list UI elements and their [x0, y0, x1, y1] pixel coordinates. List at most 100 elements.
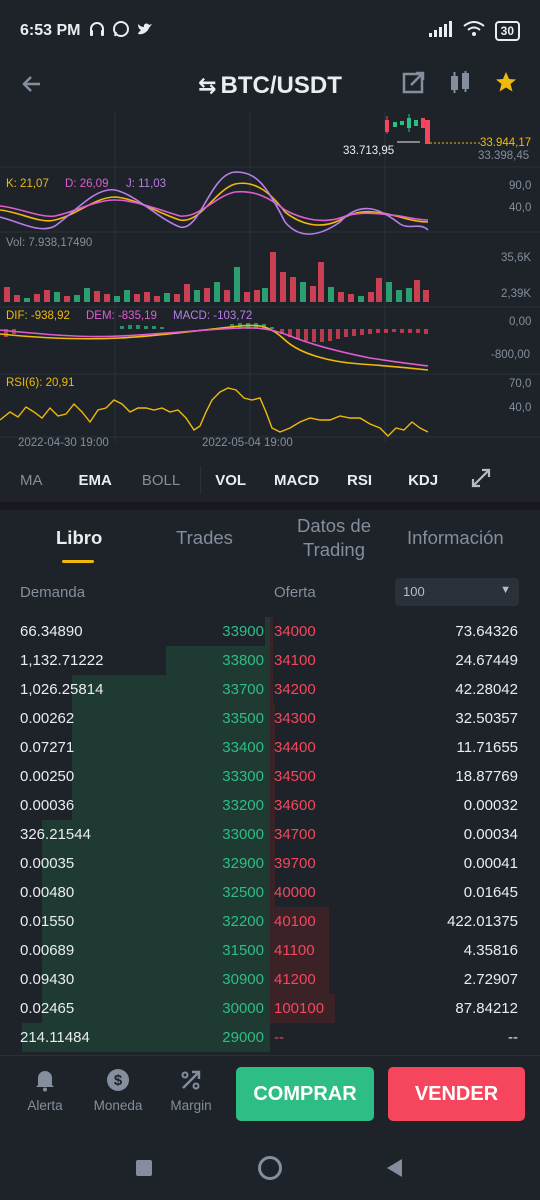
ask-quantity: -- [508, 1029, 518, 1046]
bid-quantity: 0.00689 [20, 942, 75, 959]
bell-icon [10, 1068, 80, 1094]
indicator-vol[interactable]: VOL [215, 471, 247, 489]
bid-depth-bar [42, 965, 270, 994]
header: ⇆ BTC/USDT [0, 62, 540, 112]
bid-depth-bar [72, 675, 270, 704]
orderbook-row[interactable]: 0.02465 30000 100100 87.84212 [0, 994, 540, 1023]
orderbook-row[interactable]: 214.11484 29000 -- -- [0, 1023, 540, 1052]
bid-depth-bar [42, 849, 270, 878]
bid-price[interactable]: 33800 [222, 652, 264, 669]
orderbook-row[interactable]: 326.21544 33000 34700 0.00034 [0, 820, 540, 849]
nav-margin[interactable]: Margin [156, 1068, 226, 1113]
ask-price[interactable]: 41100 [274, 942, 315, 959]
ask-quantity: 32.50357 [455, 710, 518, 727]
bid-depth-bar [72, 791, 270, 820]
indicator-macd[interactable]: MACD [274, 471, 320, 489]
bid-price[interactable]: 33300 [222, 768, 264, 785]
bid-price[interactable]: 32900 [222, 855, 264, 872]
share-icon[interactable] [402, 70, 426, 101]
dollar-coin-icon: $ [83, 1068, 153, 1094]
chart-area[interactable]: 33.944,17 33.713,95 33.398,45 K: 21,07 D… [0, 112, 540, 457]
bid-price[interactable]: 29000 [222, 1029, 264, 1046]
recents-square-icon[interactable] [135, 1159, 153, 1182]
sell-button[interactable]: VENDER [388, 1067, 525, 1121]
bid-price[interactable]: 31500 [222, 942, 264, 959]
svg-text:$: $ [114, 1072, 123, 1089]
back-triangle-icon[interactable] [385, 1158, 403, 1183]
battery-indicator: 30 [494, 21, 520, 41]
bid-depth-bar [72, 762, 270, 791]
whatsapp-icon [112, 20, 130, 43]
ask-quantity: 42.28042 [455, 681, 518, 698]
tab-trades[interactable]: Trades [176, 527, 233, 548]
home-circle-icon[interactable] [257, 1155, 283, 1186]
orderbook-row[interactable]: 0.09430 30900 41200 2.72907 [0, 965, 540, 994]
nav-moneda[interactable]: $ Moneda [83, 1068, 153, 1113]
ask-price[interactable]: 100100 [274, 1000, 325, 1017]
chart-mode-icon[interactable] [448, 70, 472, 101]
ask-price[interactable]: 34600 [274, 797, 316, 814]
macd-axis-top: 0,00 [509, 316, 532, 328]
orderbook-row[interactable]: 66.34890 33900 34000 73.64326 [0, 617, 540, 646]
indicator-rsi[interactable]: RSI [347, 471, 373, 489]
ask-depth-bar [270, 878, 275, 907]
ask-price[interactable]: 34300 [274, 710, 316, 727]
indicator-ma[interactable]: MA [20, 471, 43, 489]
orderbook-row[interactable]: 0.00262 33500 34300 32.50357 [0, 704, 540, 733]
bid-price[interactable]: 33400 [222, 739, 264, 756]
bid-price[interactable]: 32200 [222, 913, 264, 930]
bid-price[interactable]: 33200 [222, 797, 264, 814]
ask-price[interactable]: 41200 [274, 971, 316, 988]
ask-price[interactable]: 34200 [274, 681, 316, 698]
bid-price[interactable]: 33000 [222, 826, 264, 843]
status-bar: 6:53 PM 30 [0, 0, 540, 62]
bid-price[interactable]: 33900 [222, 623, 264, 640]
orderbook-header: Demanda Oferta 100 ▼ [0, 578, 540, 610]
nav-alerta[interactable]: Alerta [10, 1068, 80, 1113]
orderbook-row[interactable]: 0.00036 33200 34600 0.00032 [0, 791, 540, 820]
orderbook-row[interactable]: 1,026.25814 33700 34200 42.28042 [0, 675, 540, 704]
buy-button[interactable]: COMPRAR [236, 1067, 374, 1121]
orderbook-row[interactable]: 0.00689 31500 41100 4.35816 [0, 936, 540, 965]
ask-price[interactable]: 34400 [274, 739, 316, 756]
bid-price[interactable]: 30000 [222, 1000, 264, 1017]
indicator-boll[interactable]: BOLL [141, 471, 181, 489]
ask-price[interactable]: 34000 [274, 623, 316, 640]
orderbook-row[interactable]: 0.07271 33400 34400 11.71655 [0, 733, 540, 762]
orderbook-row[interactable]: 0.00480 32500 40000 0.01645 [0, 878, 540, 907]
orderbook-row[interactable]: 0.01550 32200 40100 422.01375 [0, 907, 540, 936]
tab-libro[interactable]: Libro [56, 527, 103, 548]
orderbook-list[interactable]: 66.34890 33900 34000 73.64326 1,132.71222 338… [0, 617, 540, 1052]
ask-price[interactable]: 39700 [274, 855, 316, 872]
status-time: 6:53 PM [20, 22, 81, 39]
ask-price[interactable]: 40000 [274, 884, 316, 901]
kdj-axis-top: 90,0 [509, 180, 532, 192]
depth-select[interactable]: 100 ▼ [395, 578, 519, 606]
volume-bars [4, 252, 429, 302]
ask-price[interactable]: 40100 [274, 913, 316, 930]
back-arrow-icon[interactable] [20, 72, 44, 103]
tab-informacion[interactable]: Información [407, 527, 504, 548]
pair-title[interactable]: ⇆ BTC/USDT [198, 72, 342, 99]
ask-price[interactable]: 34100 [274, 652, 316, 669]
indicator-kdj[interactable]: KDJ [408, 471, 439, 489]
orderbook-row[interactable]: 0.00035 32900 39700 0.00041 [0, 849, 540, 878]
margin-percent-icon [156, 1068, 226, 1094]
bid-price[interactable]: 33700 [222, 681, 264, 698]
ask-price[interactable]: -- [274, 1029, 284, 1046]
indicator-ema[interactable]: EMA [78, 471, 112, 489]
ask-price[interactable]: 34700 [274, 826, 316, 843]
kdj-k-label: K: 21,07 [6, 178, 49, 190]
ask-price[interactable]: 34500 [274, 768, 316, 785]
favorite-star-icon[interactable] [494, 70, 518, 101]
ask-depth-bar [270, 965, 329, 994]
orderbook-row[interactable]: 0.00250 33300 34500 18.87769 [0, 762, 540, 791]
orderbook-row[interactable]: 1,132.71222 33800 34100 24.67449 [0, 646, 540, 675]
fullscreen-icon[interactable] [470, 467, 492, 493]
bid-price[interactable]: 30900 [222, 971, 264, 988]
bid-price[interactable]: 33500 [222, 710, 264, 727]
bid-price[interactable]: 32500 [222, 884, 264, 901]
tab-datos-de-trading[interactable]: Datos de Trading [296, 515, 372, 560]
ask-quantity: 0.01645 [463, 884, 518, 901]
kdj-d-label: D: 26,09 [65, 178, 109, 190]
